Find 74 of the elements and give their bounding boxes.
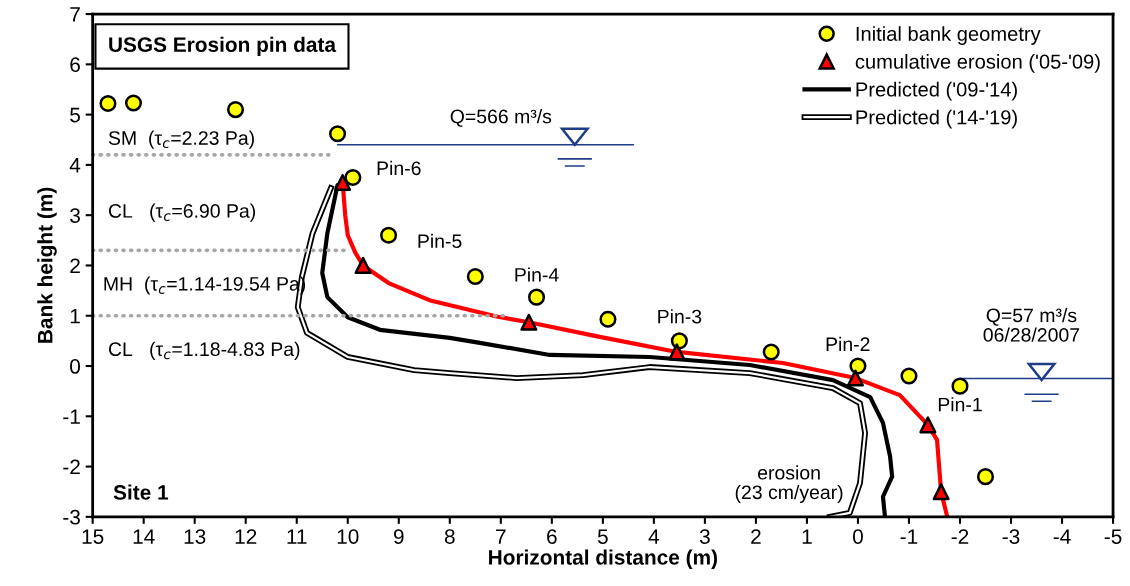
legend-label: cumulative erosion ('05-'09)	[855, 53, 1100, 73]
point	[124, 94, 143, 112]
y-tick-label: 3	[70, 208, 80, 223]
annotation: CL (τ$_{c}$=1.18-4.83 Pa)	[108, 341, 300, 360]
point	[99, 95, 117, 113]
x-tick-label: 15	[82, 529, 104, 544]
point	[951, 377, 969, 395]
x-tick-label: 13	[184, 529, 206, 544]
x-tick-label: 5	[597, 529, 608, 544]
point	[329, 125, 347, 143]
x-tick-label: -4	[1053, 529, 1071, 544]
y-tick-label: 0	[70, 359, 81, 374]
y-tick-label: -1	[63, 409, 80, 424]
point	[344, 168, 362, 186]
x-tick-label: -5	[1104, 529, 1122, 544]
x-tick-label: 6	[547, 529, 557, 544]
annotation: Q=57 m³/s 06/28/2007	[983, 307, 1080, 342]
point	[226, 101, 245, 119]
y-tick-label: -2	[63, 459, 80, 475]
point	[919, 416, 937, 434]
legend-label: Initial bank geometry	[856, 26, 1041, 45]
y-tick-label: 5	[70, 107, 80, 123]
annotation: Pin-1	[938, 397, 982, 412]
y-tick-label: -3	[63, 509, 80, 525]
x-tick-label: 9	[393, 529, 404, 544]
x-tick-label: 14	[133, 529, 155, 544]
x-tick-label: -3	[1002, 529, 1020, 544]
x-tick-label: 10	[337, 529, 359, 544]
annotation: Pin-3	[658, 309, 702, 324]
text: USGS Erosion pin data	[109, 36, 337, 57]
annotation: Q=566 m³/s	[450, 109, 552, 127]
x-tick-label: 8	[444, 529, 455, 544]
x-tick-label: 3	[699, 529, 710, 544]
point	[932, 483, 950, 501]
annotation: Pin-4	[515, 267, 559, 282]
y-tick-label: 7	[70, 7, 80, 22]
point	[846, 369, 864, 387]
x-tick-label: 11	[287, 529, 307, 544]
point	[354, 256, 372, 274]
annotation: Pin-6	[377, 160, 421, 176]
annotation: Pin-5	[418, 233, 462, 249]
y-tick-label: 4	[69, 158, 81, 173]
point	[900, 367, 918, 385]
y-tick-label: 6	[70, 57, 80, 73]
point	[668, 343, 686, 361]
legend-label: Predicted ('14-'19)	[856, 109, 1017, 129]
x-tick-label: 2	[751, 529, 761, 544]
annotation: erosion (23 cm/year)	[735, 465, 843, 503]
annotation: CL (τ$_{c}$=6.90 Pa)	[108, 203, 256, 222]
point	[762, 343, 780, 361]
legend-label: Predicted ('09-'14)	[856, 81, 1017, 101]
x-tick-label: 4	[648, 529, 660, 544]
point	[528, 288, 546, 306]
x-tick-label: 7	[496, 529, 506, 544]
x-axis-title: Horizontal distance (m)	[489, 549, 717, 569]
point	[976, 468, 995, 486]
y-tick-label: 1	[70, 308, 80, 324]
x-tick-label: -1	[900, 529, 918, 544]
point	[334, 173, 352, 192]
point	[849, 357, 867, 375]
x-tick-label: -2	[951, 529, 969, 544]
x-tick-label: 12	[235, 529, 257, 544]
point	[380, 226, 398, 244]
point	[520, 313, 538, 331]
annotation: Site 1	[113, 484, 169, 500]
annotation: SM (τ$_{c}$=2.23 Pa)	[108, 130, 254, 149]
y-axis-title: Bank height (m)	[37, 187, 57, 343]
point	[466, 267, 484, 286]
y-tick-label: 2	[70, 258, 80, 274]
point	[599, 310, 617, 328]
point	[670, 332, 688, 350]
x-tick-label: 1	[802, 529, 812, 544]
x-tick-label: 0	[852, 529, 863, 544]
annotation: Pin-2	[826, 336, 870, 351]
